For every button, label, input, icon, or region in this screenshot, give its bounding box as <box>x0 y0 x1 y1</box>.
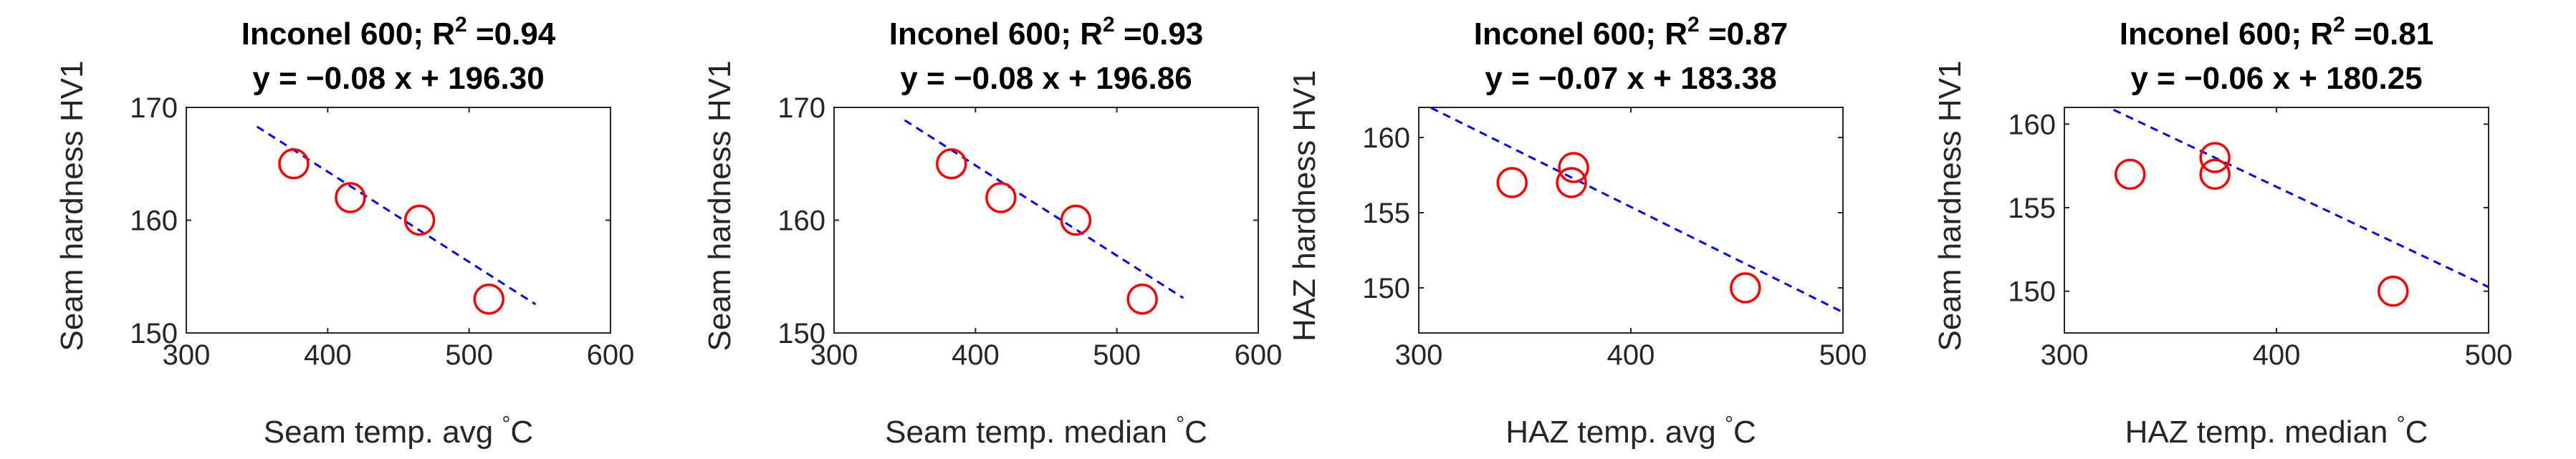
x-label-unit: C <box>2405 415 2428 450</box>
chart-title: Inconel 600; R2 =0.94 <box>241 13 556 52</box>
chart-subtitle: y = −0.06 x + 180.25 <box>2130 61 2422 96</box>
data-point <box>1496 167 1528 198</box>
title-prefix: Inconel 600; R <box>2120 16 2333 52</box>
x-label-text: HAZ temp. median <box>2125 415 2397 450</box>
data-point <box>278 148 310 180</box>
chart-panel-4: 300 400 500 150 155 160 Inconel 600; R2 =0.81 y… <box>1933 13 2512 450</box>
y-tick-label: 160 <box>130 206 178 237</box>
y-tick-label: 155 <box>1362 198 1410 229</box>
x-label-unit: C <box>1733 415 1756 450</box>
x-tick-label: 300 <box>2041 339 2089 371</box>
data-point <box>1126 284 1158 315</box>
x-tick-label: 600 <box>587 339 635 371</box>
title-prefix: Inconel 600; R <box>241 16 455 52</box>
x-tick-label: 600 <box>1235 339 1283 371</box>
data-point <box>936 148 967 180</box>
chart-subtitle: y = −0.08 x + 196.86 <box>900 61 1192 96</box>
r2-value: =0.87 <box>1700 16 1789 52</box>
x-tick-label: 400 <box>1607 339 1655 371</box>
r2-superscript: 2 <box>1103 13 1115 37</box>
x-axis-label: Seam temp. avg °C <box>264 412 533 450</box>
x-tick-label: 500 <box>445 339 493 371</box>
r2-superscript: 2 <box>2333 13 2345 37</box>
title-prefix: Inconel 600; R <box>1474 16 1687 52</box>
x-label-text: HAZ temp. avg <box>1505 415 1725 450</box>
chart-panel-3: 300 400 500 150 155 160 Inconel 600; R2 =0.87 y… <box>1287 13 1867 450</box>
y-tick-label: 160 <box>777 206 825 237</box>
chart-subtitle: y = −0.07 x + 183.38 <box>1485 61 1776 96</box>
x-label-text: Seam temp. avg <box>264 415 502 450</box>
r2-value: =0.94 <box>467 16 556 52</box>
chart-subtitle: y = −0.08 x + 196.30 <box>252 61 544 96</box>
y-axis-label: Seam hardness HV1 <box>1933 61 1968 352</box>
x-tick-label: 400 <box>304 339 352 371</box>
data-point <box>403 204 436 236</box>
x-tick-label: 300 <box>1395 339 1443 371</box>
r2-value: =0.81 <box>2345 16 2434 52</box>
regression-line <box>904 119 1184 299</box>
title-prefix: Inconel 600; R <box>889 16 1103 52</box>
r2-superscript: 2 <box>1687 13 1700 37</box>
y-tick-label: 150 <box>777 318 825 349</box>
chart-title: Inconel 600; R2 =0.93 <box>889 13 1204 52</box>
data-point <box>2115 158 2146 190</box>
regression-line <box>1427 107 1843 314</box>
chart-panel-1: 300 400 500 600 150 160 170 Inconel 600; R2 =0.… <box>54 13 634 450</box>
axes-box <box>2064 107 2489 334</box>
x-tick-label: 500 <box>1819 339 1867 371</box>
degree-symbol: ° <box>1176 412 1184 436</box>
regression-line <box>2106 107 2489 289</box>
y-tick-label: 150 <box>1362 273 1410 304</box>
data-point <box>473 284 505 315</box>
degree-symbol: ° <box>2397 412 2405 436</box>
y-tick-label: 170 <box>777 92 825 124</box>
regression-line <box>256 125 537 306</box>
x-label-text: Seam temp. median <box>885 415 1176 450</box>
axes-box <box>1418 107 1844 334</box>
y-tick-label: 170 <box>130 92 178 124</box>
degree-symbol: ° <box>502 412 510 436</box>
r2-superscript: 2 <box>455 13 467 37</box>
axes-box <box>186 107 611 334</box>
x-axis-label: HAZ temp. avg °C <box>1505 412 1756 450</box>
x-tick-label: 500 <box>1093 339 1141 371</box>
chart-title: Inconel 600; R2 =0.87 <box>1474 13 1789 52</box>
y-tick-label: 150 <box>130 318 178 349</box>
x-axis-label: HAZ temp. median °C <box>2125 412 2428 450</box>
data-point <box>1060 204 1092 236</box>
data-point <box>2378 275 2409 307</box>
x-tick-label: 400 <box>952 339 1000 371</box>
y-axis-label: Seam hardness HV1 <box>54 61 90 352</box>
data-point <box>1558 152 1589 183</box>
data-point <box>335 182 366 213</box>
axes-box <box>833 107 1259 334</box>
y-tick-label: 160 <box>1362 122 1410 154</box>
y-axis-label: HAZ hardness HV1 <box>1287 70 1322 342</box>
data-point <box>2199 142 2231 173</box>
y-tick-label: 160 <box>2008 109 2056 140</box>
chart-title: Inconel 600; R2 =0.81 <box>2120 13 2434 52</box>
y-tick-label: 150 <box>2008 276 2056 308</box>
chart-panel-2: 300 400 500 600 150 160 170 Inconel 600; R2 =0.… <box>702 13 1282 450</box>
y-axis-label: Seam hardness HV1 <box>702 61 737 352</box>
data-point <box>985 182 1017 213</box>
x-axis-label: Seam temp. median °C <box>885 412 1207 450</box>
x-tick-label: 400 <box>2253 339 2301 371</box>
x-label-unit: C <box>1184 415 1207 450</box>
x-tick-label: 300 <box>163 339 211 371</box>
x-label-unit: C <box>510 415 533 450</box>
y-tick-label: 155 <box>2008 193 2056 224</box>
r2-value: =0.93 <box>1115 16 1204 52</box>
data-point <box>1556 167 1587 198</box>
x-tick-label: 500 <box>2465 339 2513 371</box>
data-point <box>1730 272 1761 304</box>
data-point <box>2199 158 2231 190</box>
degree-symbol: ° <box>1725 412 1733 436</box>
x-tick-label: 300 <box>810 339 858 371</box>
